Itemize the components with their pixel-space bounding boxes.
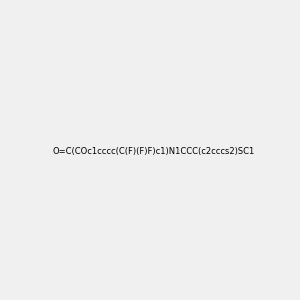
Text: O=C(COc1cccc(C(F)(F)F)c1)N1CCC(c2cccs2)SC1: O=C(COc1cccc(C(F)(F)F)c1)N1CCC(c2cccs2)S… [52, 147, 255, 156]
